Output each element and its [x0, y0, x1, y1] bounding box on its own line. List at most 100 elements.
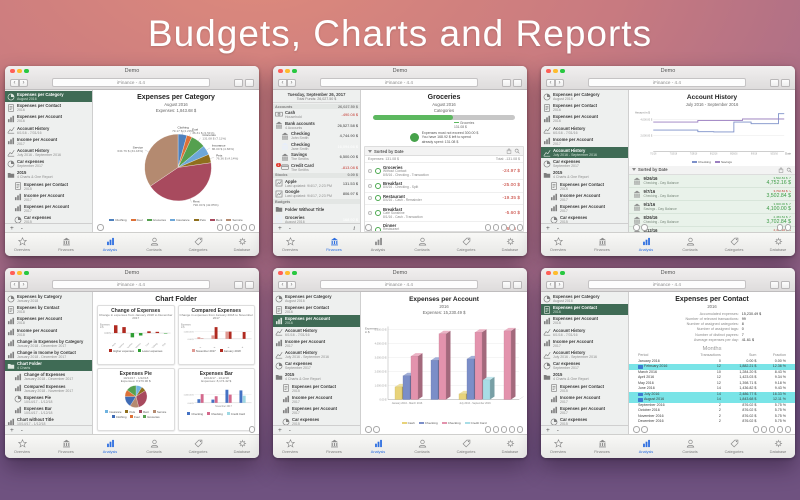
pause-icon[interactable]	[500, 224, 507, 231]
sidebar-item[interactable]: 2015 4 Charts & One Report	[541, 371, 628, 382]
sidebar-item[interactable]: Expenses per Contact 2016	[273, 304, 360, 315]
history-icon[interactable]	[97, 224, 104, 231]
mode-tab-database[interactable]: Database	[495, 237, 525, 252]
remove-button[interactable]: -	[556, 224, 559, 232]
table-row[interactable]: August 2016 14 1,843.68 $ 12.11 %	[629, 397, 795, 403]
print-icon[interactable]	[234, 78, 243, 87]
print-icon[interactable]	[240, 224, 247, 231]
minimize-button[interactable]	[553, 270, 558, 276]
close-button[interactable]	[546, 270, 551, 276]
sidebar-item[interactable]: Car expenses 2015	[541, 416, 628, 425]
bar-3d[interactable]	[503, 330, 512, 400]
forward-button[interactable]: ›	[555, 280, 564, 289]
sidebar-item[interactable]: Expenses per Contact 2016	[5, 102, 92, 113]
close-button[interactable]	[10, 68, 15, 74]
share-icon[interactable]	[752, 426, 759, 433]
table-row[interactable]: March 2016 10 1,284.20 $ 8.43 %	[629, 370, 795, 376]
print-icon[interactable]	[234, 280, 243, 289]
sidebar-item[interactable]: Car expenses September 2017	[273, 360, 360, 371]
info-button[interactable]: i	[353, 224, 355, 232]
columns-icon[interactable]	[224, 224, 231, 231]
sidebar-item[interactable]: Compared Expenses January 2018 - November…	[5, 383, 92, 394]
bar-3d[interactable]	[438, 333, 447, 400]
balance-row[interactable]: 9/1/16 Savings - Day Balance 3,900.00 $ ↗ 4…	[629, 201, 795, 214]
remove-button[interactable]: -	[556, 426, 559, 434]
account-row[interactable]: Bank accounts 4 Accounts 26,527.58 $	[273, 120, 360, 131]
print-icon[interactable]	[770, 280, 779, 289]
balance-row[interactable]: 9/26/16 Checking - Day Balance 3,502.84 $ …	[629, 175, 795, 188]
sidebar-item[interactable]: Change in Income by Contact January 2018 …	[5, 349, 92, 360]
zoom-button[interactable]	[24, 68, 29, 74]
sidebar-item[interactable]: Expenses per Account 2017	[273, 405, 360, 416]
sidebar-item[interactable]: Income per Account 2017	[541, 136, 628, 147]
mode-tab-finances[interactable]: Finances	[51, 237, 81, 252]
zoom-button[interactable]	[292, 68, 297, 74]
sidebar-item[interactable]: Account History 6/1/16 - 7/31/16	[541, 125, 628, 136]
sidebar-item[interactable]: 2015 4 Charts & One Report	[541, 169, 628, 180]
view-toggle-icon[interactable]	[245, 78, 254, 87]
minimize-button[interactable]	[17, 270, 22, 276]
minimize-button[interactable]	[553, 68, 558, 74]
pie-slice-rent[interactable]	[150, 162, 212, 202]
pie-slice-groceries[interactable]	[126, 385, 136, 397]
sidebar-item[interactable]: Chart without Title 10/14/17 - 1/12/18	[5, 416, 92, 425]
mode-tab-finances[interactable]: Finances	[319, 237, 349, 252]
account-row[interactable]: Google Last updated: 9/4/17, 2:23 PM 806.9…	[273, 189, 360, 200]
bar-3d[interactable]	[474, 332, 483, 400]
sidebar-item[interactable]: 2015 4 Charts & One Report	[273, 371, 360, 382]
mode-tab-contacts[interactable]: Contacts	[675, 439, 705, 454]
columns-icon[interactable]	[760, 426, 767, 433]
pie-slice-service[interactable]	[144, 133, 179, 187]
sidebar-item[interactable]: Chart Folder 4 Charts	[5, 360, 92, 372]
mode-tab-analysis[interactable]: Analysis	[631, 439, 661, 454]
account-row[interactable]: Savings The Smiths 6,500.00 $	[273, 152, 360, 163]
sidebar-item[interactable]: Car expenses 2015	[541, 214, 628, 223]
sidebar-item[interactable]: 2015 4 Charts & One Report	[5, 169, 92, 180]
sidebar-item[interactable]: Account History July 2016 - September 201…	[541, 146, 628, 159]
chart-card-group_bars[interactable]: Expenses Bar 10/14/17 - 1/12/18 Expenses: …	[177, 368, 255, 431]
mode-tab-finances[interactable]: Finances	[51, 439, 81, 454]
chart-card-pie[interactable]: Expenses Pie 10/14/17 - 1/12/18 Expenses: …	[97, 368, 175, 431]
share-icon[interactable]	[484, 426, 491, 433]
add-button[interactable]: +	[10, 224, 14, 232]
print-icon[interactable]	[502, 280, 511, 289]
table-row[interactable]: May 2016 12 1,398.71 $ 9.18 %	[629, 381, 795, 387]
mode-tab-database[interactable]: Database	[763, 237, 793, 252]
sidebar-item[interactable]: Income per Account 2017	[541, 192, 628, 203]
bar-3d[interactable]	[430, 360, 439, 400]
mode-tab-categories[interactable]: Categories	[719, 439, 749, 454]
zoom-button[interactable]	[560, 68, 565, 74]
forward-button[interactable]: ›	[287, 280, 296, 289]
sidebar-item[interactable]: Expenses per Contact 2015	[273, 383, 360, 394]
chart-card-pair_bars[interactable]: Compared Expenses Change in expenses from…	[177, 305, 255, 365]
sidebar-item[interactable]: Income per Account 2018	[5, 327, 92, 338]
view-toggle-icon[interactable]	[781, 78, 790, 87]
mode-tab-database[interactable]: Database	[227, 439, 257, 454]
add-button[interactable]: +	[546, 224, 550, 232]
columns-icon[interactable]	[492, 426, 499, 433]
forward-button[interactable]: ›	[19, 280, 28, 289]
transaction-row[interactable]: Restaurant 8/4/16 - Cash - Remainder -19.3…	[365, 193, 523, 206]
sidebar-item[interactable]: Account History 6/1/16 - 7/31/16	[273, 327, 360, 338]
back-button[interactable]: ‹	[278, 78, 287, 87]
mode-tab-categories[interactable]: Categories	[451, 439, 481, 454]
mode-tab-database[interactable]: Database	[495, 439, 525, 454]
history-icon[interactable]	[633, 224, 640, 231]
remove-button[interactable]: -	[20, 426, 23, 434]
sidebar-item[interactable]: Change of Expenses January 2018 - Decembe…	[5, 371, 92, 382]
sidebar-item[interactable]: Car expenses September 2017	[5, 158, 92, 169]
view-toggle-icon[interactable]	[245, 280, 254, 289]
settings-icon[interactable]	[784, 224, 791, 231]
account-row[interactable]: Groceries August 2016 168.92 $	[273, 214, 360, 223]
mode-tab-database[interactable]: Database	[763, 439, 793, 454]
table-row[interactable]: June 2016 14 1,436.82 $ 9.43 %	[629, 386, 795, 392]
mode-tab-analysis[interactable]: Analysis	[95, 237, 125, 252]
mode-tab-overview[interactable]: Overview	[275, 439, 305, 454]
sidebar-item[interactable]: Account History 6/1/16 - 7/31/16	[5, 125, 92, 136]
close-button[interactable]	[278, 68, 283, 74]
sidebar-item[interactable]: Expenses per Category August 2016	[541, 91, 628, 102]
mode-tab-analysis[interactable]: Analysis	[363, 237, 393, 252]
sidebar-item[interactable]: Income per Account 2017	[273, 338, 360, 349]
table-row[interactable]: February 2016 12 1,882.21 $ 12.36 %	[629, 364, 795, 370]
bar-3d[interactable]	[458, 393, 467, 400]
